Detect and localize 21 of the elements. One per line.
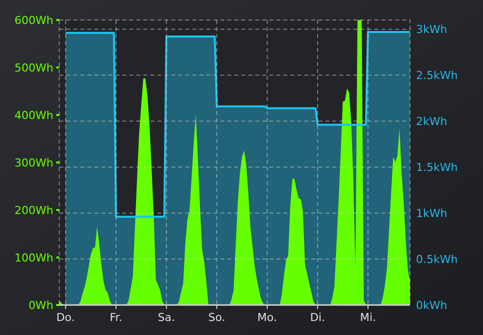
y-tick-label: 200Wh (14, 204, 54, 217)
y-tick-label: 300Wh (14, 156, 54, 170)
y2-tick-label: 3kWh (416, 23, 448, 36)
x-tick-label: Mo. (257, 311, 277, 324)
x-tick-label: Fr. (110, 311, 122, 324)
x-tick-label: Di. (310, 311, 326, 324)
x-tick-label: Do. (56, 311, 75, 324)
y2-tick-label: 2.5kWh (416, 69, 458, 82)
y-tick-label: 100Wh (14, 251, 54, 264)
y-tick-label: 500Wh (14, 61, 54, 74)
x-tick-label: So. (208, 311, 226, 324)
y-tick-label: 0Wh (28, 298, 54, 312)
y2-tick-label: 2kWh (416, 114, 448, 128)
y2-tick-label: 1kWh (416, 206, 448, 220)
y-tick-label: 400Wh (14, 108, 54, 122)
y-tick-label: 600Wh (14, 14, 54, 27)
y2-tick-label: 0.5kWh (416, 252, 458, 266)
x-tick-label: Sa. (158, 311, 176, 324)
x-tick-label: Mi. (360, 311, 376, 324)
y2-tick-label: 0kWh (416, 298, 448, 312)
y2-tick-label: 1.5kWh (416, 160, 458, 174)
